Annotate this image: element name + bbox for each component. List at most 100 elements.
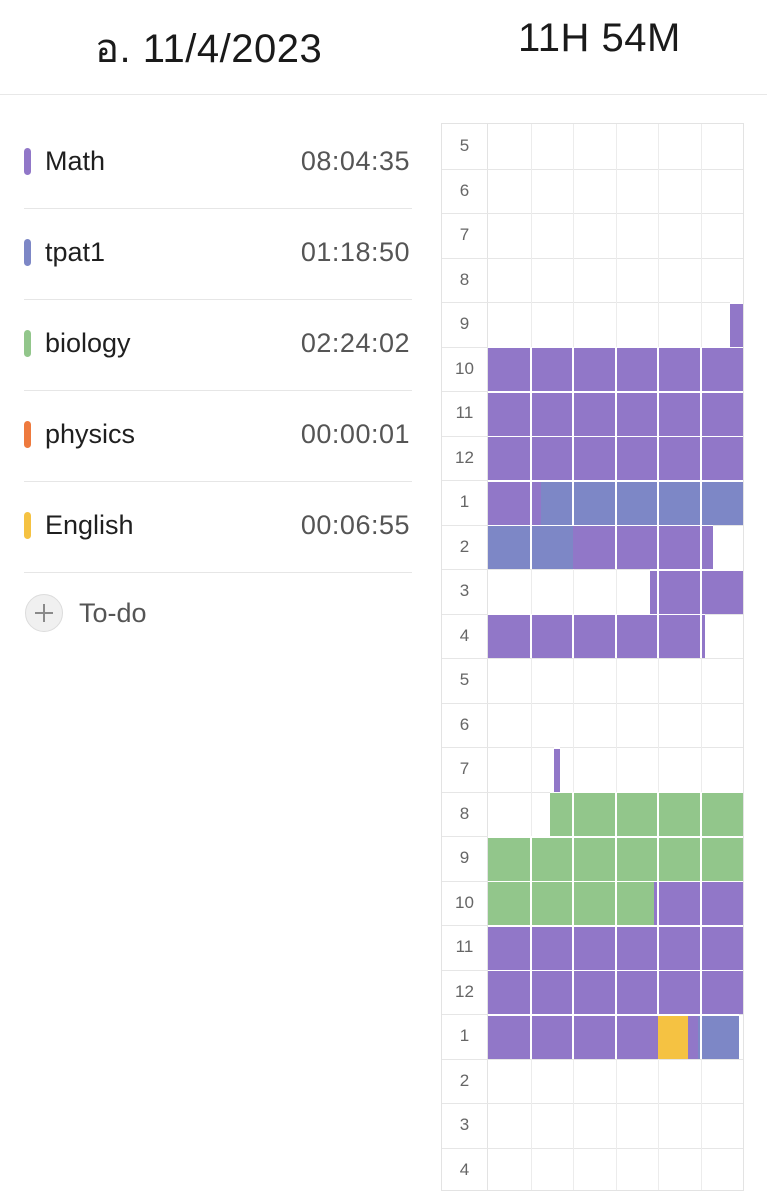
hour-label: 12 — [455, 981, 474, 1001]
cell-separator — [572, 481, 574, 525]
cell-separator — [657, 347, 659, 391]
cell-separator — [699, 614, 702, 658]
hour-label: 9 — [459, 314, 470, 333]
cell-separator — [699, 970, 702, 1014]
cell-separator — [572, 792, 574, 836]
cell-separator — [699, 837, 702, 881]
timeline-grid: 5 6 7 8 9 10 11 12 1 2 3 4 5 6 7 8 9 10 11 12 1 2 3 4 — [441, 123, 744, 1191]
subject-row-physics[interactable]: physics 00:00:01 — [24, 391, 412, 482]
grid-row-line — [442, 747, 743, 748]
hour-label: 1 — [459, 492, 470, 511]
row-separator — [488, 480, 542, 482]
session-block-english[interactable] — [658, 1015, 688, 1059]
row-separator — [488, 524, 573, 526]
todo-label: To-do — [79, 598, 147, 628]
session-block-tpat1[interactable] — [698, 1015, 739, 1059]
session-block-math[interactable] — [649, 570, 743, 614]
cell-separator — [657, 481, 659, 525]
grid-row-line — [442, 702, 743, 704]
subject-name: English — [45, 510, 134, 540]
grid-row-line — [442, 257, 743, 259]
hour-label: 10 — [455, 892, 474, 912]
cell-separator — [657, 926, 659, 970]
cell-separator — [572, 392, 574, 436]
cell-separator — [572, 614, 574, 658]
cell-separator — [614, 1015, 617, 1059]
subject-list: Math 08:04:35 tpat1 01:18:50 biology 02:… — [24, 118, 412, 573]
subject-row-biology[interactable]: biology 02:24:02 — [24, 300, 412, 391]
row-separator — [698, 1014, 739, 1016]
cell-separator — [614, 525, 617, 569]
row-separator — [687, 1014, 699, 1016]
cell-separator — [699, 926, 702, 970]
subject-time: 08:04:35 — [300, 146, 410, 176]
date-label[interactable]: อ. 11/4/2023 — [95, 27, 323, 71]
row-separator — [573, 524, 714, 526]
cell-separator — [529, 1015, 532, 1059]
row-separator — [488, 925, 743, 927]
hour-label: 4 — [459, 625, 470, 645]
subject-row-math[interactable]: Math 08:04:35 — [24, 118, 412, 209]
cell-separator — [572, 347, 574, 391]
row-separator — [553, 747, 561, 749]
cell-separator — [529, 837, 532, 881]
subject-color-bar — [24, 512, 31, 539]
session-block-biology[interactable] — [488, 881, 654, 925]
cell-separator — [529, 926, 532, 970]
hour-label: 3 — [459, 581, 470, 600]
cell-separator — [614, 881, 617, 925]
hour-label: 4 — [459, 1159, 470, 1179]
cell-separator — [657, 970, 659, 1014]
cell-separator — [614, 347, 617, 391]
cell-separator — [699, 792, 702, 836]
subject-color-bar — [24, 330, 31, 357]
plus-icon[interactable] — [25, 594, 63, 632]
cell-separator — [572, 970, 574, 1014]
cell-separator — [529, 614, 532, 658]
subject-color-bar — [24, 421, 31, 448]
row-separator — [658, 1014, 688, 1016]
hour-label: 6 — [459, 180, 470, 200]
hour-label: 2 — [459, 536, 470, 556]
session-block-math[interactable] — [687, 1015, 699, 1059]
hour-column: 5 6 7 8 9 10 11 12 1 2 3 4 5 6 7 8 9 10 11 12 1 2 3 4 — [442, 124, 488, 1190]
session-block-math[interactable] — [730, 303, 743, 347]
cell-separator — [529, 525, 532, 569]
row-separator — [488, 391, 743, 393]
cell-separator — [657, 837, 659, 881]
cell-separator — [529, 970, 532, 1014]
grid-row-line — [442, 569, 743, 570]
header: อ. 11/4/2023 11H 54M — [0, 0, 767, 95]
session-block-math[interactable] — [573, 525, 714, 569]
cell-separator — [614, 792, 617, 836]
subject-row-tpat1[interactable]: tpat1 01:18:50 — [24, 209, 412, 300]
grid-row-line — [442, 213, 743, 214]
cell-separator — [529, 347, 532, 391]
cell-separator — [699, 347, 702, 391]
row-separator — [541, 480, 743, 482]
row-separator — [653, 880, 743, 882]
subject-name: physics — [45, 419, 136, 449]
session-block-math[interactable] — [553, 748, 561, 792]
cell-separator — [699, 1015, 702, 1059]
session-block-math[interactable] — [653, 881, 743, 925]
cell-separator — [614, 970, 617, 1014]
subject-name: Math — [45, 146, 106, 176]
cell-separator — [572, 1015, 574, 1059]
subject-time: 01:18:50 — [300, 237, 410, 267]
subject-row-english[interactable]: English 00:06:55 — [24, 482, 412, 573]
grid-row-line — [442, 1147, 743, 1149]
cell-separator — [529, 436, 532, 480]
session-block-biology[interactable] — [549, 792, 743, 836]
session-block-math[interactable] — [488, 614, 705, 658]
cell-separator — [699, 881, 702, 925]
hour-label: 9 — [459, 848, 470, 867]
session-block-math[interactable] — [488, 481, 542, 525]
cell-separator — [699, 525, 702, 569]
session-block-tpat1[interactable] — [541, 481, 743, 525]
grid-row-line — [442, 658, 743, 659]
subject-color-bar — [24, 239, 31, 266]
cell-separator — [572, 837, 574, 881]
subject-name: tpat1 — [45, 237, 106, 267]
hour-label: 12 — [455, 447, 474, 467]
